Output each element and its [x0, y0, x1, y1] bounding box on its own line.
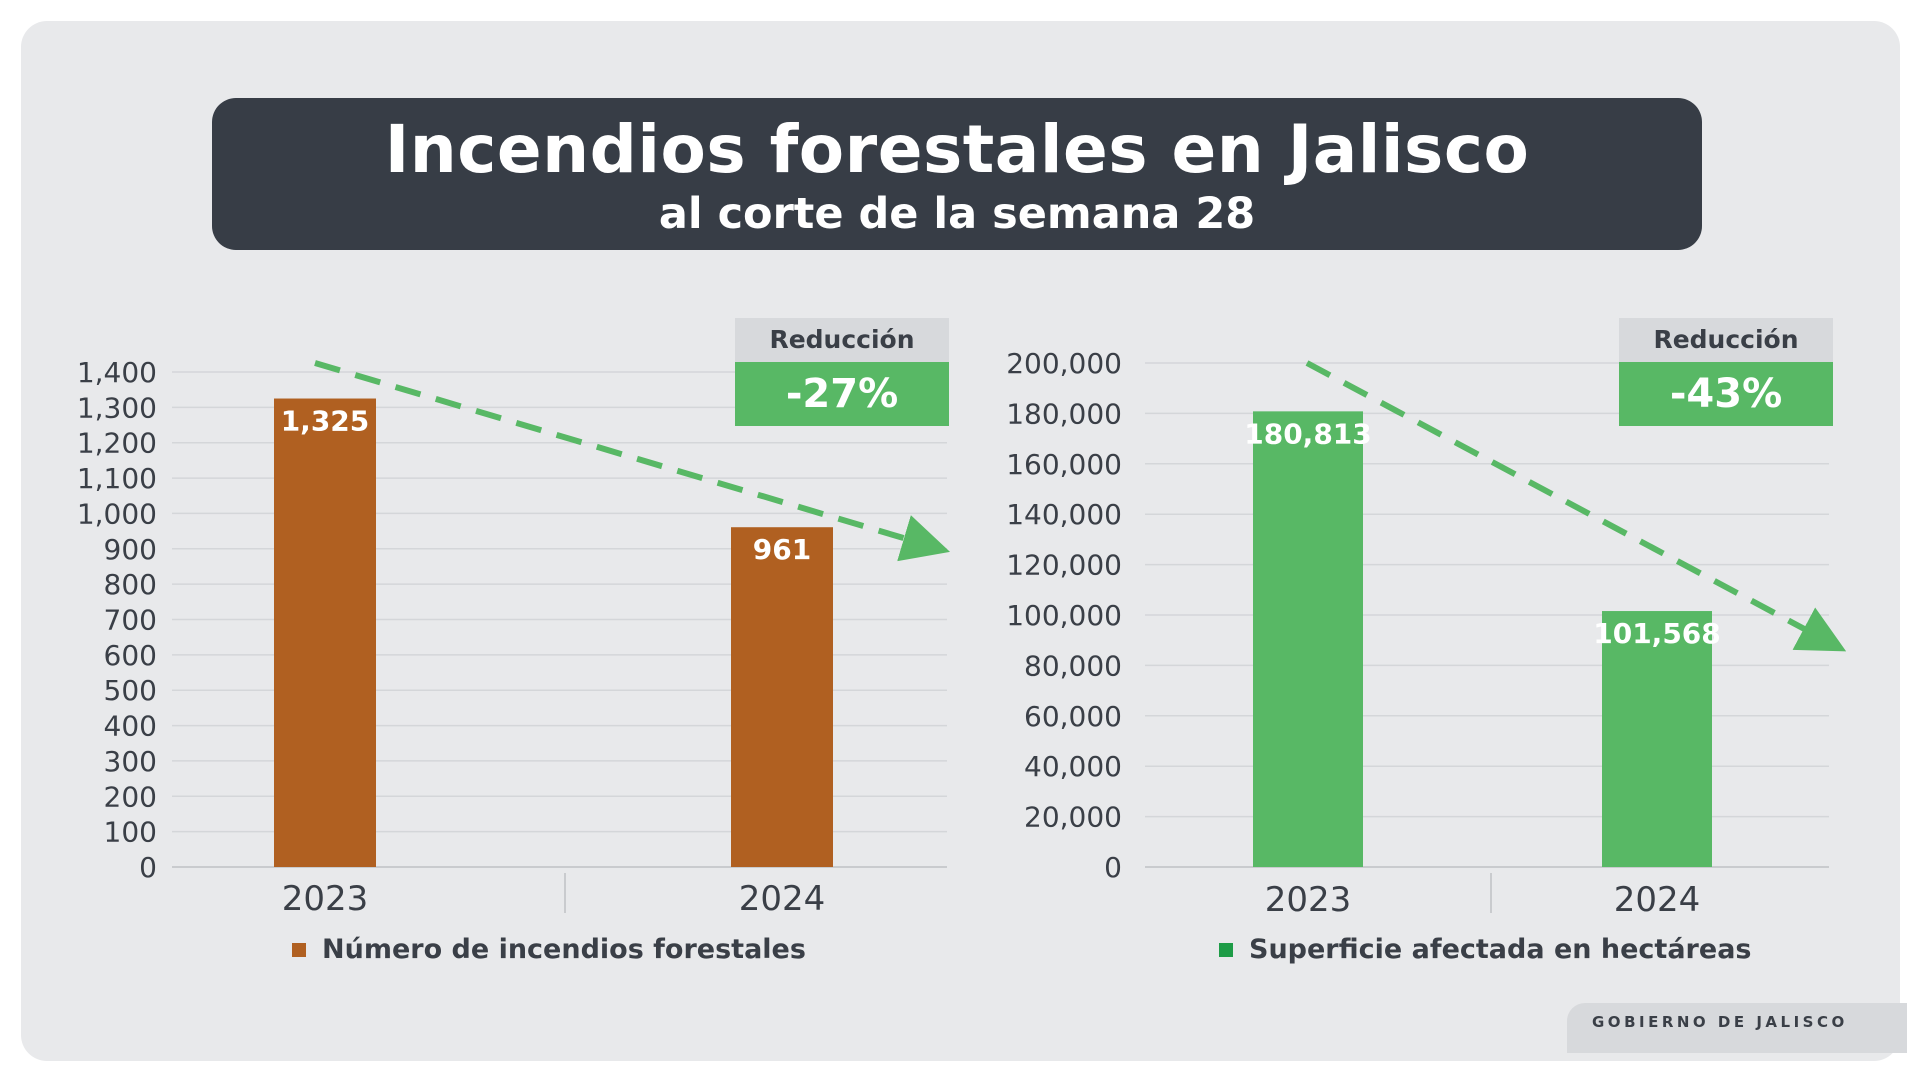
- y-tick-label: 1,000: [77, 497, 157, 530]
- reduction-badge-area: Reducción -43%: [1619, 318, 1833, 426]
- y-tick-label: 1,300: [77, 391, 157, 424]
- y-tick-label: 800: [104, 568, 157, 601]
- bar: [731, 527, 833, 867]
- legend-area: Superficie afectada en hectáreas: [1219, 934, 1751, 965]
- legend-swatch-green: [1219, 942, 1233, 957]
- x-category-label: 2024: [739, 879, 826, 919]
- y-tick-label: 900: [104, 533, 157, 566]
- reduction-label: Reducción: [735, 318, 949, 362]
- gobierno-jalisco-logo: GOBIERNO DE JALISCO: [1567, 1003, 1907, 1053]
- bar: [1253, 411, 1363, 867]
- y-tick-label: 80,000: [1024, 649, 1122, 682]
- legend-fires: Número de incendios forestales: [292, 934, 806, 965]
- y-tick-label: 40,000: [1024, 750, 1122, 783]
- y-tick-label: 500: [104, 674, 157, 707]
- bar-value-label: 961: [753, 533, 811, 566]
- trend-arrow-icon: [314, 360, 951, 562]
- y-tick-label: 160,000: [1006, 448, 1122, 481]
- y-tick-label: 120,000: [1006, 549, 1122, 582]
- trend-arrow-icon: [1305, 360, 1847, 652]
- reduction-value: -43%: [1619, 362, 1833, 426]
- page-subtitle: al corte de la semana 28: [658, 189, 1256, 239]
- y-tick-label: 200,000: [1006, 347, 1122, 380]
- y-tick-label: 600: [104, 639, 157, 672]
- y-tick-label: 20,000: [1024, 801, 1122, 834]
- page-title: Incendios forestales en Jalisco: [384, 111, 1530, 188]
- title-banner: Incendios forestales en Jalisco al corte…: [212, 98, 1702, 250]
- bar-value-label: 1,325: [281, 405, 370, 438]
- y-tick-label: 0: [139, 851, 157, 884]
- y-tick-label: 400: [104, 710, 157, 743]
- x-category-label: 2024: [1614, 880, 1701, 920]
- y-tick-label: 180,000: [1006, 397, 1122, 430]
- legend-swatch-orange: [292, 942, 306, 957]
- legend-label: Superficie afectada en hectáreas: [1249, 934, 1752, 965]
- y-tick-label: 300: [104, 745, 157, 778]
- y-tick-label: 700: [104, 604, 157, 637]
- y-tick-label: 100,000: [1006, 599, 1122, 632]
- y-tick-label: 100: [104, 816, 157, 849]
- y-tick-label: 60,000: [1024, 700, 1122, 733]
- reduction-label: Reducción: [1619, 318, 1833, 362]
- y-tick-label: 1,100: [77, 462, 157, 495]
- y-tick-label: 200: [104, 780, 157, 813]
- y-tick-label: 1,200: [77, 427, 157, 460]
- x-category-label: 2023: [282, 879, 369, 919]
- y-tick-label: 1,400: [77, 356, 157, 389]
- bar-value-label: 101,568: [1593, 617, 1721, 650]
- reduction-value: -27%: [735, 362, 949, 426]
- y-tick-label: 140,000: [1006, 498, 1122, 531]
- y-tick-label: 0: [1104, 851, 1122, 884]
- reduction-badge-fires: Reducción -27%: [735, 318, 949, 426]
- legend-label: Número de incendios forestales: [322, 934, 806, 965]
- x-category-label: 2023: [1265, 880, 1352, 920]
- bar: [274, 398, 376, 867]
- bar: [1602, 611, 1712, 867]
- bar-value-label: 180,813: [1244, 417, 1372, 450]
